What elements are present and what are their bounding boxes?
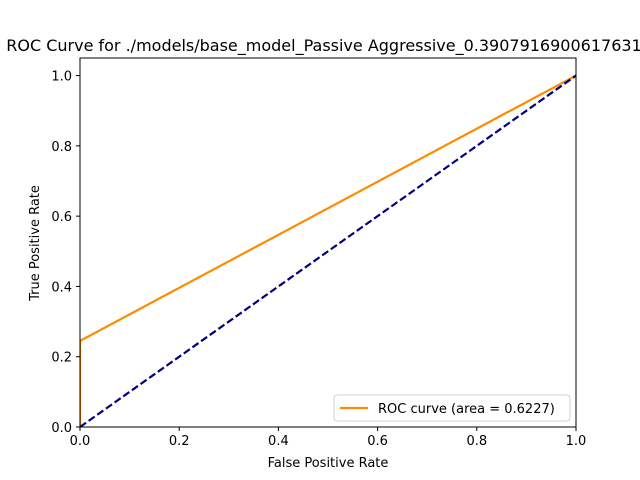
- x-axis-label: False Positive Rate: [268, 456, 389, 471]
- chart-title: ROC Curve for ./models/base_model_Passiv…: [6, 36, 640, 56]
- y-tick-label: 0.4: [51, 280, 72, 295]
- x-tick-label: 0.0: [70, 434, 91, 449]
- y-axis-label: True Positive Rate: [28, 185, 43, 302]
- plot-area: [79, 57, 577, 428]
- y-tick-label: 0.6: [51, 210, 72, 225]
- plot-frame: [79, 57, 577, 428]
- legend: ROC curve (area = 0.6227): [333, 394, 571, 422]
- x-tick-label: 0.2: [169, 434, 190, 449]
- roc-curve-line: [80, 74, 576, 427]
- legend-label: ROC curve (area = 0.6227): [378, 402, 555, 417]
- x-tick-label: 0.6: [367, 434, 388, 449]
- y-axis-ticks: 0.0 0.2 0.4 0.6 0.8 1.0: [51, 70, 80, 436]
- x-axis-ticks: 0.0 0.2 0.4 0.6 0.8 1.0: [70, 427, 587, 449]
- x-tick-label: 1.0: [566, 434, 587, 449]
- x-tick-label: 0.8: [466, 434, 487, 449]
- y-tick-label: 0.8: [51, 140, 72, 155]
- y-tick-label: 1.0: [51, 70, 72, 85]
- x-tick-label: 0.4: [268, 434, 289, 449]
- y-tick-label: 0.2: [51, 351, 72, 366]
- legend-box: [333, 394, 571, 422]
- chance-diagonal-line: [80, 74, 576, 427]
- y-tick-label: 0.0: [51, 421, 72, 436]
